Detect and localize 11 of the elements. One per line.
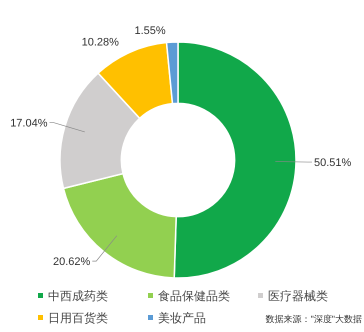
- data-label: 20.62%: [52, 256, 90, 268]
- data-label: 17.04%: [10, 118, 48, 130]
- data-label: 10.28%: [82, 36, 120, 48]
- data-label: 50.51%: [314, 157, 352, 170]
- legend-label: 日用百货类: [48, 311, 108, 325]
- legend-label: 医疗器械类: [268, 289, 328, 303]
- legend-label: 美妆产品: [158, 311, 206, 325]
- source-note: 数据来源："深度"大数据: [266, 314, 362, 324]
- data-label: 1.55%: [134, 25, 166, 38]
- legend-label: 食品保健品类: [158, 289, 230, 303]
- legend-label: 中西成药类: [48, 289, 108, 303]
